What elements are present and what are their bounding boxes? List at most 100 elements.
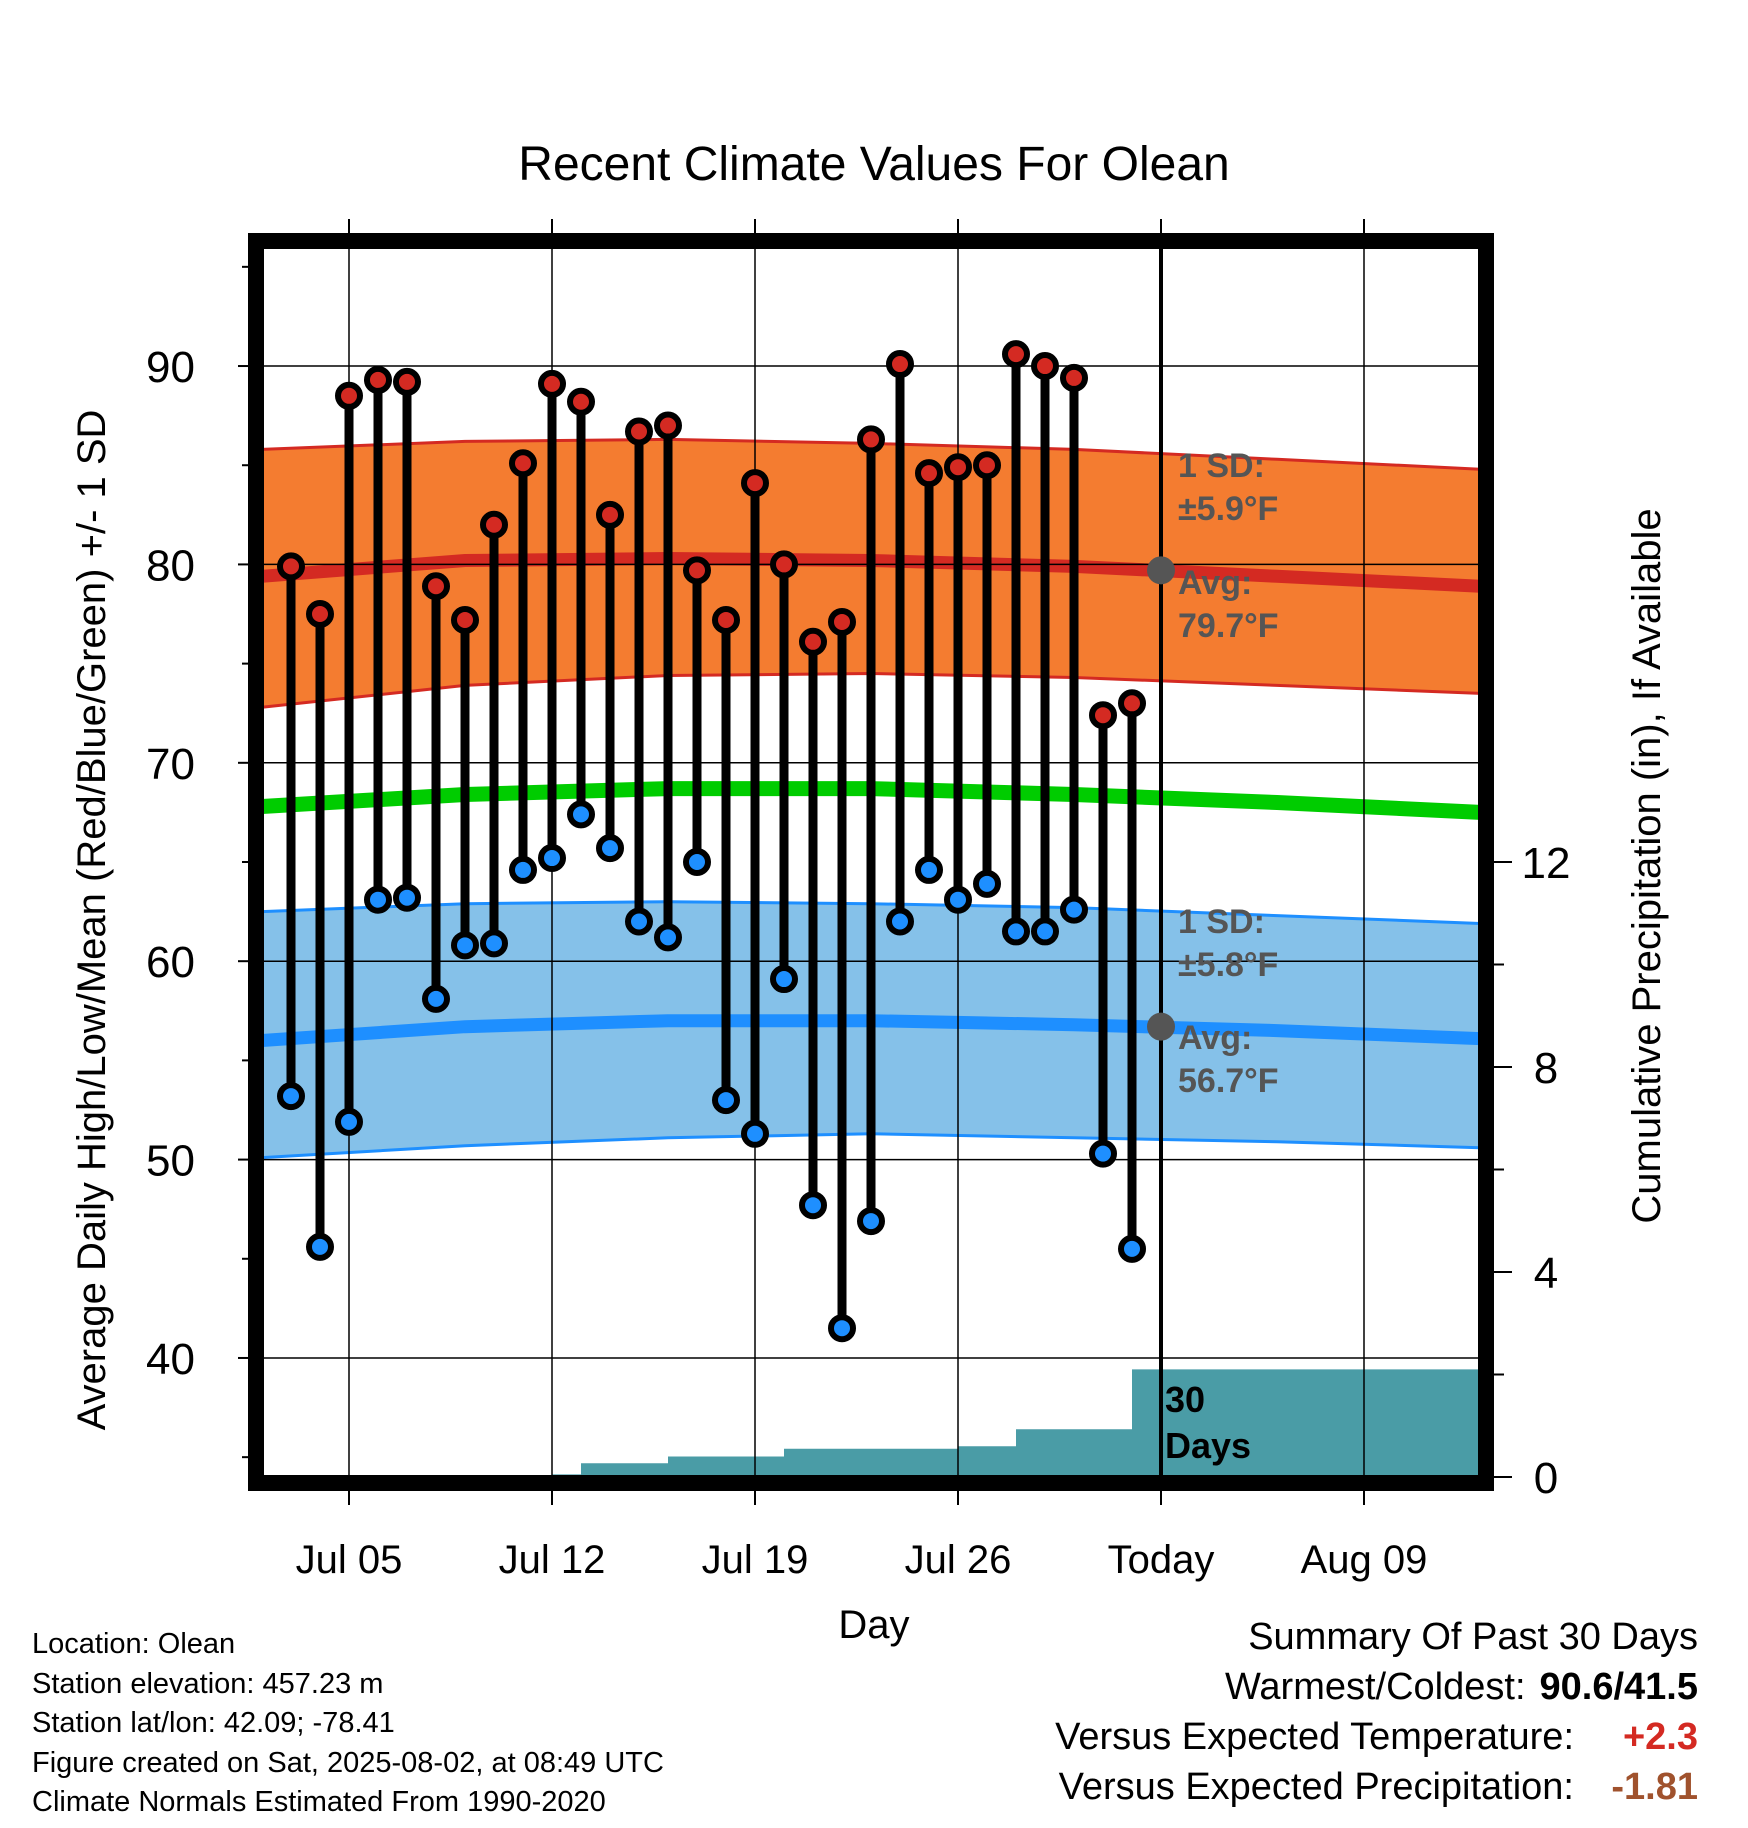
low-marker — [306, 1232, 334, 1261]
low-marker — [741, 1119, 769, 1148]
low-marker — [1089, 1139, 1117, 1168]
high-marker — [625, 417, 653, 446]
station-info: Location: Olean Station elevation: 457.2… — [32, 1625, 664, 1823]
high-marker — [509, 449, 537, 478]
low-marker — [915, 855, 943, 884]
temp-label: Versus Expected Temperature: — [1055, 1716, 1574, 1758]
summary-precip-row: Versus Expected Precipitation: -1.81 — [1055, 1762, 1698, 1812]
low-marker — [335, 1107, 363, 1136]
summary-warmest-row: Warmest/Coldest: 90.6/41.5 — [1055, 1662, 1698, 1712]
y2-tick-label: 8 — [1534, 1044, 1558, 1093]
low-marker — [1060, 895, 1088, 924]
high-marker — [1089, 701, 1117, 730]
high-marker — [799, 627, 827, 656]
low-marker — [944, 885, 972, 914]
low-marker — [509, 855, 537, 884]
low-marker — [393, 883, 421, 912]
high-marker — [770, 550, 798, 579]
low-sd-label: 1 SD: — [1178, 903, 1265, 941]
warmest-value: 90.6/41.5 — [1539, 1666, 1698, 1708]
low-marker — [567, 800, 595, 829]
low-marker — [364, 885, 392, 914]
high-marker — [596, 500, 624, 529]
y2-axis-label: Cumulative Precipitation (in), If Availa… — [1625, 508, 1669, 1223]
y2-tick-label: 0 — [1534, 1454, 1558, 1503]
x-tick-label: Jul 26 — [905, 1538, 1012, 1582]
y-axis-label: Average Daily High/Low/Mean (Red/Blue/Gr… — [70, 410, 114, 1431]
low-sd-value: ±5.8°F — [1178, 946, 1278, 984]
low-marker — [422, 984, 450, 1013]
low-marker — [480, 929, 508, 958]
low-marker — [596, 834, 624, 863]
high-marker — [915, 459, 943, 488]
high-sd-value: ±5.9°F — [1178, 490, 1278, 528]
low-marker — [857, 1207, 885, 1236]
precip-area — [262, 1369, 1480, 1477]
created-text: Figure created on Sat, 2025-08-02, at 08… — [32, 1746, 664, 1779]
y-tick-label: 40 — [146, 1335, 195, 1384]
low-marker — [538, 844, 566, 873]
low-avg-marker — [1147, 1012, 1175, 1041]
low-marker — [770, 965, 798, 994]
high-avg-value: 79.7°F — [1178, 607, 1279, 645]
high-marker — [422, 572, 450, 601]
summary-temp-row: Versus Expected Temperature: +2.3 — [1055, 1712, 1698, 1762]
latlon-text: Station lat/lon: 42.09; -78.41 — [32, 1707, 395, 1739]
low-marker — [654, 923, 682, 952]
precip-label: Versus Expected Precipitation: — [1058, 1766, 1574, 1808]
plot-area: 1 SD: ±5.9°F Avg: 79.7°F 1 SD: ±5.8°F Avg: 56.7… — [146, 219, 1570, 1582]
summary-panel: Summary Of Past 30 Days Warmest/Coldest:… — [1055, 1612, 1698, 1812]
warmest-label: Warmest/Coldest: — [1224, 1666, 1526, 1708]
low-marker — [712, 1086, 740, 1115]
x-tick-label: Jul 05 — [296, 1538, 403, 1582]
low-avg-label: Avg: — [1178, 1019, 1252, 1057]
low-marker — [973, 869, 1001, 898]
high-marker — [1002, 340, 1030, 369]
precip-value: -1.81 — [1611, 1766, 1698, 1808]
low-marker — [886, 907, 914, 936]
summary-title: Summary Of Past 30 Days — [1248, 1616, 1698, 1658]
high-sd-label: 1 SD: — [1178, 447, 1265, 485]
y2-tick-label: 4 — [1534, 1249, 1558, 1298]
high-marker — [1118, 689, 1146, 718]
temp-value: +2.3 — [1622, 1716, 1698, 1758]
y-tick-label: 80 — [146, 541, 195, 590]
y2-tick-label: 12 — [1522, 839, 1571, 888]
high-marker — [857, 425, 885, 454]
high-marker — [451, 605, 479, 634]
low-marker — [277, 1082, 305, 1111]
chart-title: Recent Climate Values For Olean — [518, 138, 1229, 191]
low-marker — [828, 1314, 856, 1343]
high-marker — [393, 367, 421, 396]
high-marker — [654, 411, 682, 440]
high-avg-marker — [1147, 556, 1175, 585]
high-marker — [886, 350, 914, 379]
low-marker — [451, 931, 479, 960]
y-tick-label: 50 — [146, 1137, 195, 1186]
x-tick-label: Today — [1108, 1538, 1215, 1582]
low-marker — [1118, 1234, 1146, 1263]
x-axis-label: Day — [838, 1603, 909, 1647]
low-marker — [799, 1191, 827, 1220]
high-marker — [538, 369, 566, 398]
elevation-text: Station elevation: 457.23 m — [32, 1667, 384, 1700]
high-marker — [1060, 363, 1088, 392]
high-marker — [567, 387, 595, 416]
precip-days-label: 30 — [1165, 1379, 1205, 1420]
high-marker — [944, 453, 972, 482]
normals-period-text: Climate Normals Estimated From 1990-2020 — [32, 1786, 606, 1818]
high-marker — [364, 365, 392, 394]
x-tick-label: Jul 12 — [499, 1538, 606, 1582]
low-marker — [625, 907, 653, 936]
high-marker — [1031, 352, 1059, 381]
y-tick-label: 60 — [146, 938, 195, 987]
high-marker — [480, 510, 508, 539]
low-marker — [1002, 917, 1030, 946]
high-marker — [683, 556, 711, 585]
high-marker — [335, 381, 363, 410]
plot-frame — [248, 233, 1494, 1491]
high-avg-label: Avg: — [1178, 564, 1252, 602]
y-tick-label: 70 — [146, 740, 195, 789]
high-marker — [828, 607, 856, 636]
y-tick-label: 90 — [146, 343, 195, 392]
